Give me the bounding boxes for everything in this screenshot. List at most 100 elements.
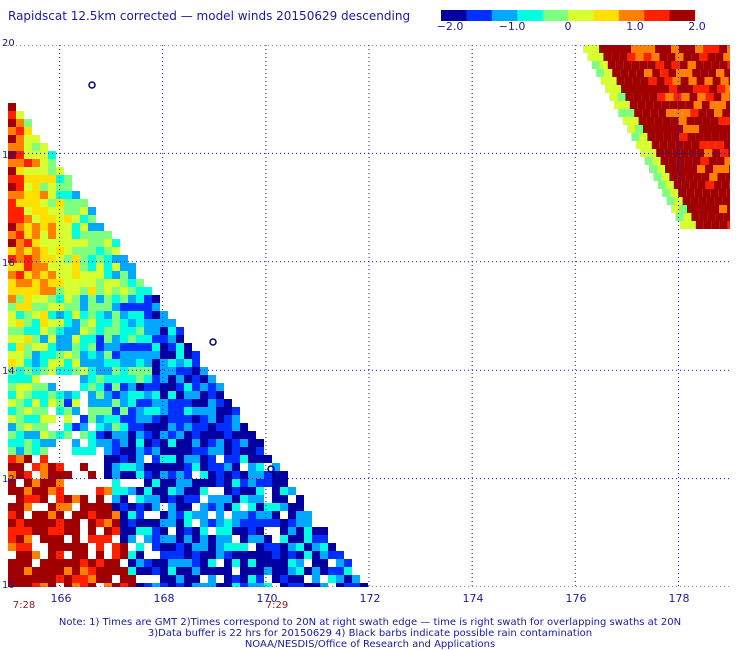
wind-cell [690, 197, 699, 205]
wind-cell [24, 287, 32, 295]
wind-cell [64, 271, 72, 279]
wind-cell [240, 423, 248, 431]
wind-cell [64, 407, 72, 415]
wind-cell [56, 335, 64, 343]
wind-cell [709, 173, 718, 181]
wind-cell [80, 207, 88, 215]
wind-cell [144, 407, 152, 415]
wind-cell [112, 247, 120, 255]
wind-cell [336, 567, 344, 575]
wind-cell [104, 287, 112, 295]
wind-cell [16, 319, 24, 327]
wind-cell [184, 367, 192, 375]
wind-cell [264, 543, 272, 551]
wind-cell [248, 447, 256, 455]
wind-cell [64, 295, 72, 303]
wind-cell [152, 311, 160, 319]
wind-cell [112, 567, 120, 575]
wind-cell [120, 391, 128, 399]
wind-cell [336, 551, 344, 559]
wind-cell [649, 165, 657, 173]
wind-cell [160, 511, 168, 519]
colorbar-swatch [460, 10, 467, 21]
wind-cell [591, 45, 599, 53]
wind-cell [64, 319, 72, 327]
lat-label: 18 [2, 150, 15, 161]
wind-cell [104, 295, 112, 303]
wind-cell [232, 503, 240, 511]
wind-cell [724, 69, 730, 77]
wind-cell [256, 527, 264, 535]
wind-cell [672, 77, 681, 85]
wind-cell [136, 351, 144, 359]
wind-cell [176, 519, 184, 527]
wind-cell [703, 221, 712, 229]
wind-cell [128, 351, 136, 359]
wind-cell [144, 423, 152, 431]
wind-cell [652, 157, 661, 165]
wind-cell [685, 101, 694, 109]
wind-cell [288, 559, 296, 567]
wind-cell [56, 351, 64, 359]
wind-cell [679, 221, 688, 229]
wind-cell [224, 559, 232, 567]
wind-cell [709, 101, 718, 109]
wind-cell [152, 295, 160, 303]
wind-cell [312, 559, 320, 567]
wind-cell [240, 567, 248, 575]
wind-cell [176, 431, 184, 439]
wind-cell [88, 535, 96, 543]
wind-cell [48, 575, 56, 583]
wind-cell [264, 583, 272, 587]
wind-cell [192, 551, 200, 559]
wind-cell [655, 61, 664, 69]
wind-cell [8, 143, 16, 151]
wind-cell [200, 535, 208, 543]
wind-cell [88, 295, 96, 303]
wind-cell [64, 255, 72, 263]
wind-cell [224, 415, 232, 423]
wind-cell [96, 415, 104, 423]
wind-cell [56, 343, 64, 351]
wind-cell [160, 311, 168, 319]
wind-cell [344, 559, 352, 567]
wind-cell [64, 519, 72, 527]
wind-cell [168, 495, 176, 503]
wind-cell [691, 53, 700, 61]
wind-cell [96, 495, 104, 503]
wind-cell [96, 391, 104, 399]
wind-cell [644, 157, 653, 165]
wind-cell [128, 407, 136, 415]
wind-cell [64, 263, 72, 271]
wind-cell [88, 335, 96, 343]
wind-cell [176, 575, 184, 583]
wind-cell [80, 231, 88, 239]
wind-cell [661, 173, 670, 181]
wind-cell [112, 263, 120, 271]
wind-cell [144, 415, 152, 423]
wind-cell [643, 141, 652, 149]
wind-cell [40, 527, 48, 535]
wind-cell [88, 519, 96, 527]
wind-cell [136, 543, 144, 551]
wind-cell [192, 543, 200, 551]
wind-cell [16, 335, 24, 343]
wind-cell [152, 495, 160, 503]
wind-cell [128, 263, 136, 271]
wind-cell [96, 255, 104, 263]
wind-cell [72, 407, 80, 415]
wind-cell [8, 447, 16, 455]
wind-cell [40, 415, 48, 423]
wind-cell [24, 415, 32, 423]
wind-cell [160, 575, 168, 583]
wind-cell [726, 117, 730, 125]
wind-cell [56, 191, 64, 199]
wind-cell [32, 479, 40, 487]
wind-cell [256, 447, 264, 455]
wind-cell [16, 295, 24, 303]
wind-cell [48, 271, 56, 279]
wind-cell [128, 423, 136, 431]
wind-cell [692, 157, 701, 165]
wind-cell [136, 279, 144, 287]
wind-cell [48, 151, 56, 159]
